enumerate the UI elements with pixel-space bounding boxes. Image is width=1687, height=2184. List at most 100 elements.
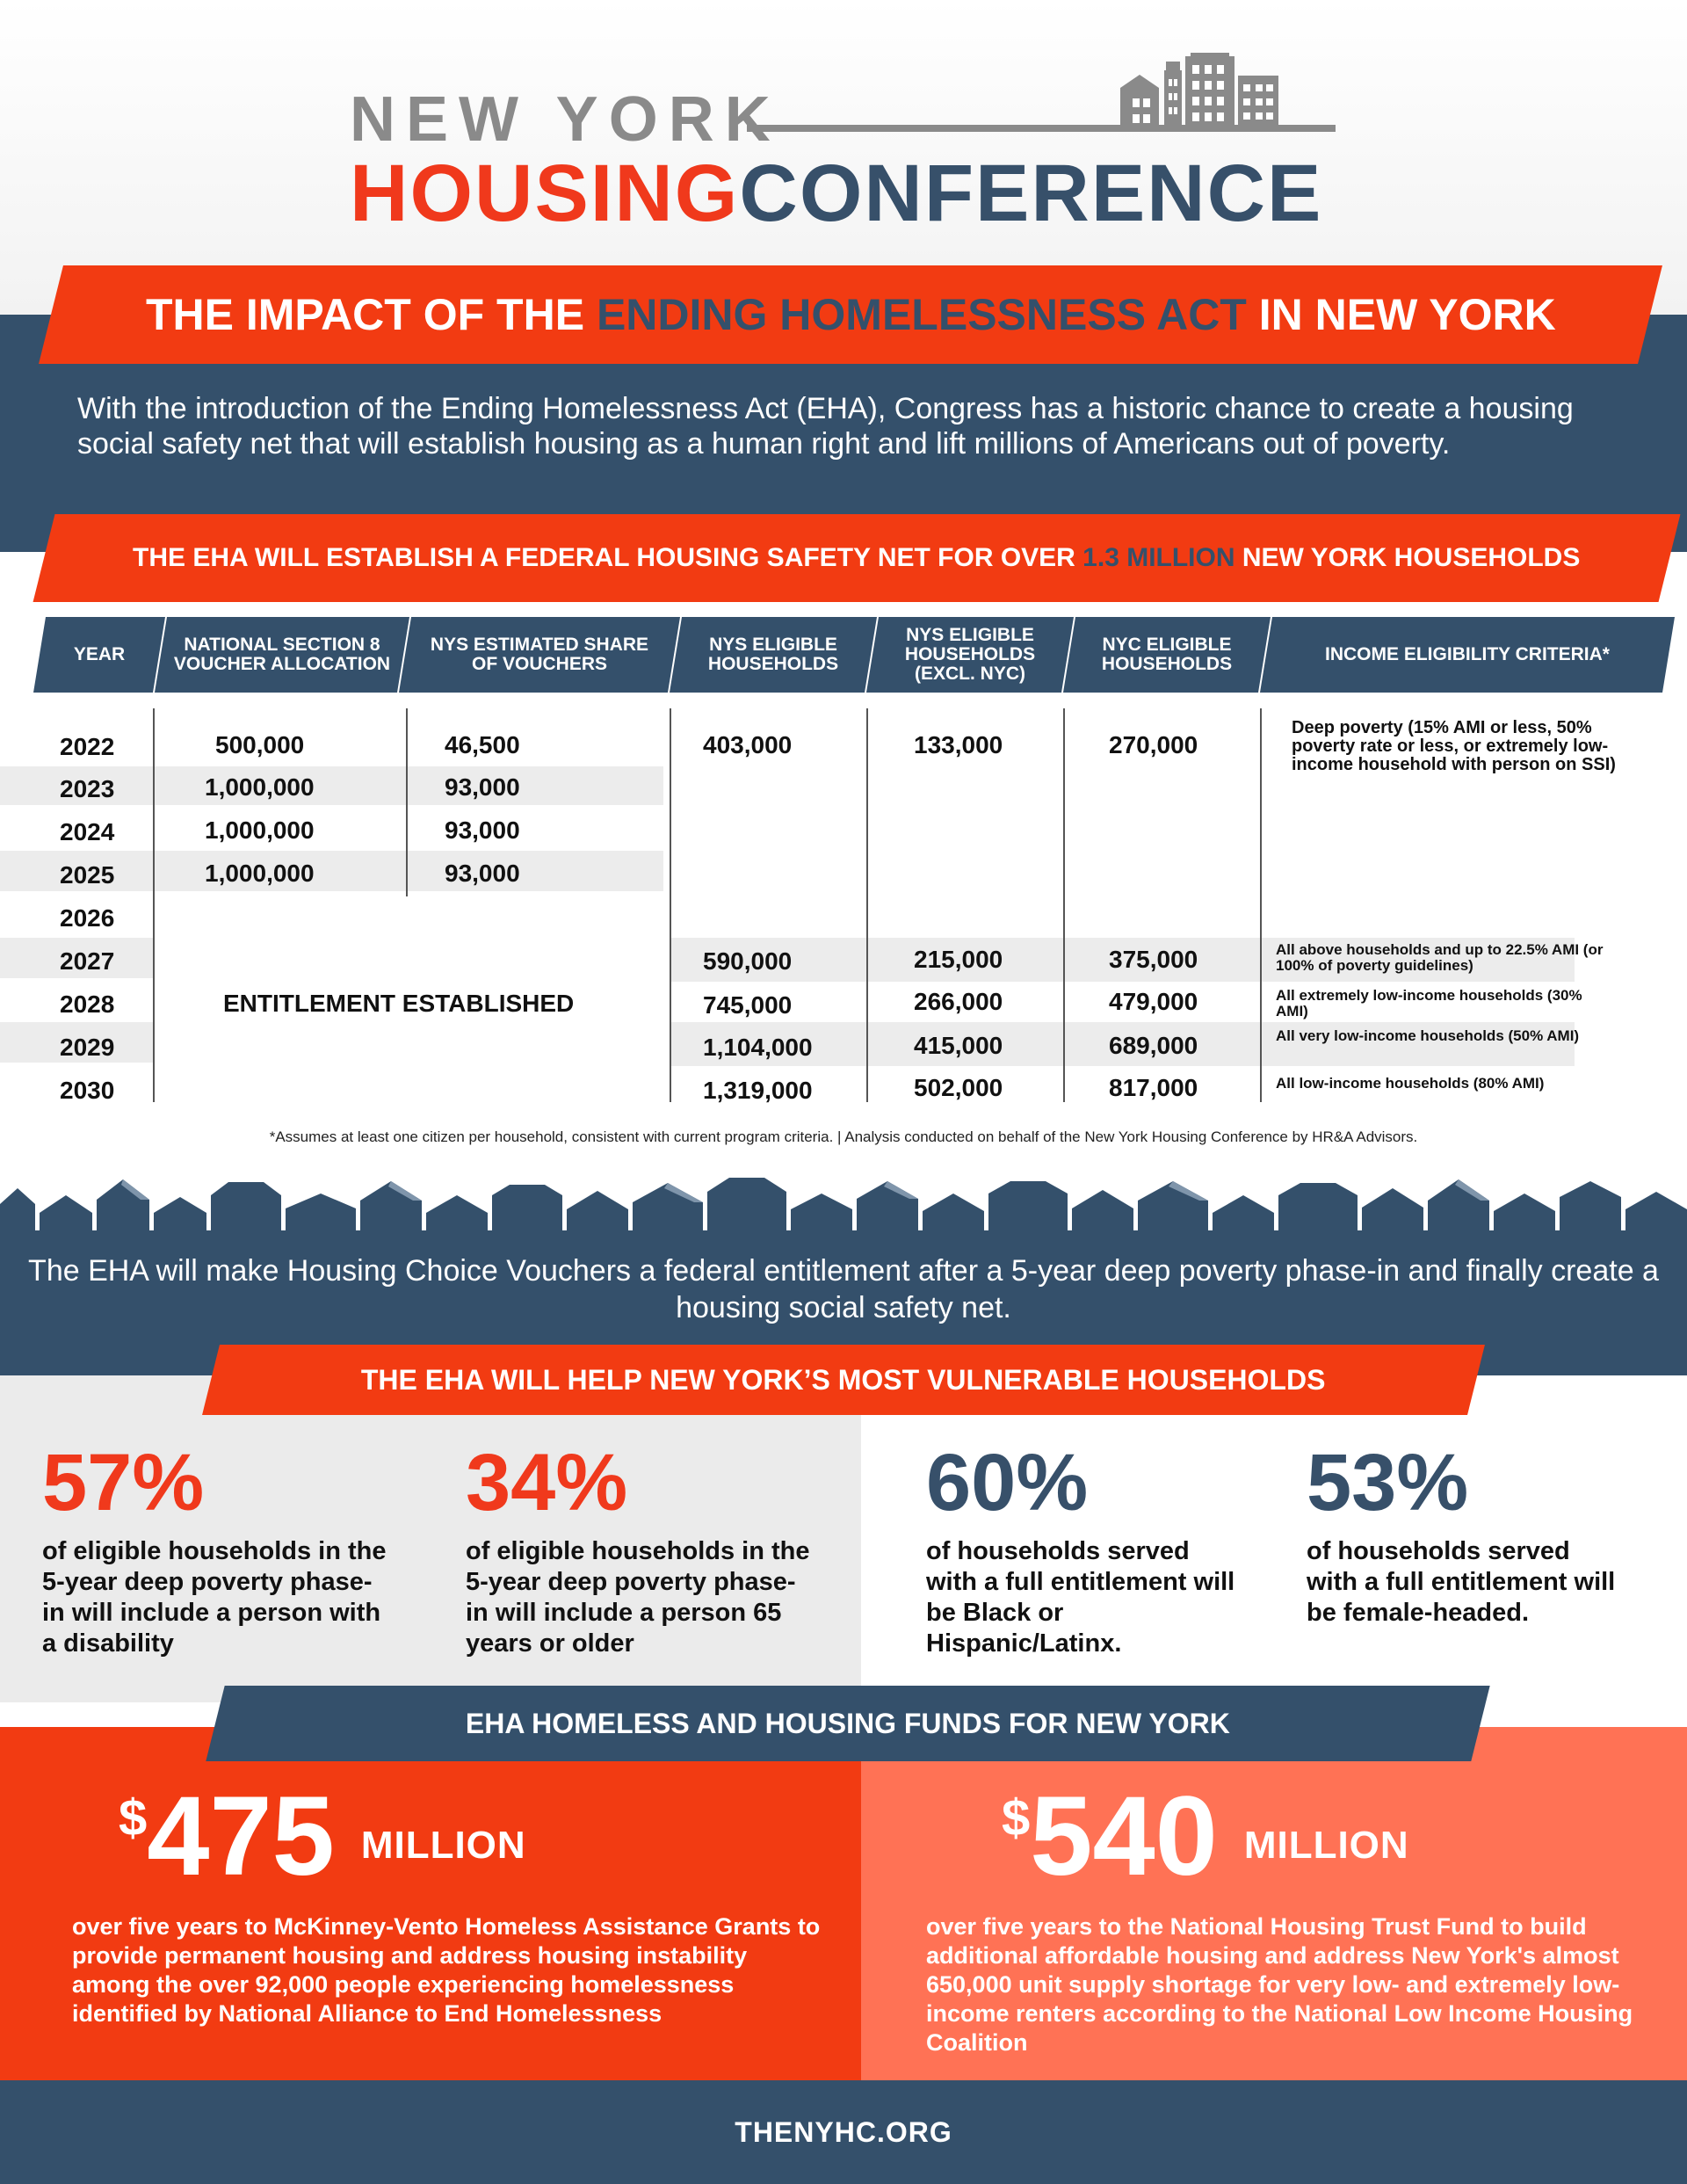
website-link[interactable]: THENYHC.ORG	[735, 2115, 952, 2148]
criteria-cell: All very low-income households (50% AMI)	[1276, 1027, 1580, 1044]
col-header-income-criteria: INCOME ELIGIBILITY CRITERIA*	[1260, 617, 1675, 693]
eha-statement: The EHA will make Housing Choice Voucher…	[28, 1254, 1659, 1324]
dollar-sign: $	[119, 1789, 148, 1847]
allocation-cell: 1,000,000	[205, 773, 315, 801]
stat-desc-race: of households served with a full entitle…	[926, 1537, 1235, 1658]
year-cell: 2025	[60, 861, 115, 889]
nyc-eligible-cell: 817,000	[1109, 1074, 1198, 1101]
share-cell: 93,000	[445, 860, 520, 887]
stat-value-female: 53%	[1307, 1438, 1469, 1527]
shade-2025-year	[0, 851, 154, 891]
nys-eligible-cell: 403,000	[703, 731, 793, 758]
criteria-cell: All extremely low-income households (30%…	[1276, 987, 1582, 1019]
nys-excl-cell: 415,000	[914, 1032, 1003, 1059]
stat-desc-female: of households served with a full entitle…	[1307, 1537, 1616, 1627]
subtitle-post: NEW YORK HOUSEHOLDS	[1234, 543, 1581, 572]
stat-value-seniors: 34%	[466, 1438, 628, 1527]
nys-excl-cell: 502,000	[914, 1074, 1003, 1101]
shade-2027-year	[0, 938, 154, 978]
stats-left-background	[0, 1375, 861, 1702]
logo-housing-conference: HOUSINGCONFERENCE	[350, 148, 1322, 240]
year-cell: 2029	[60, 1034, 115, 1061]
intro-text: With the introduction of the Ending Home…	[77, 392, 1574, 461]
title-post: IN NEW YORK	[1246, 290, 1556, 339]
nys-eligible-cell: 745,000	[703, 991, 793, 1019]
funds-left-panel	[0, 1727, 861, 2080]
amount-number: 540	[1030, 1774, 1218, 1899]
nys-eligible-cell: 1,319,000	[703, 1077, 813, 1104]
col-header-nys-share: NYS ESTIMATED SHARE OF VOUCHERS	[399, 617, 680, 693]
title-banner: THE IMPACT OF THE ENDING HOMELESSNESS AC…	[39, 265, 1662, 364]
stat-value-race: 60%	[926, 1438, 1089, 1527]
shade-2023-year	[0, 766, 154, 805]
shade-2025	[154, 851, 663, 891]
vulnerable-banner: THE EHA WILL HELP NEW YORK’S MOST VULNER…	[202, 1345, 1485, 1415]
stat-desc-disability: of eligible households in the 5-year dee…	[42, 1537, 387, 1658]
col-divider	[1063, 708, 1065, 1102]
criteria-cell: All low-income households (80% AMI)	[1276, 1075, 1545, 1092]
shade-2027	[670, 938, 1575, 982]
nys-excl-cell: 266,000	[914, 988, 1003, 1015]
nyc-eligible-cell: 479,000	[1109, 988, 1198, 1015]
nys-excl-cell: 215,000	[914, 946, 1003, 973]
col-header-nyc-eligible: NYC ELIGIBLE HOUSEHOLDS	[1063, 617, 1271, 693]
subtitle-pre: THE EHA WILL ESTABLISH A FEDERAL HOUSING…	[133, 543, 1083, 572]
col-divider	[866, 708, 868, 1102]
year-cell: 2023	[60, 775, 115, 802]
col-header-nys-excl-nyc: NYS ELIGIBLE HOUSEHOLDS (EXCL. NYC)	[866, 617, 1074, 693]
funds-banner: EHA HOMELESS AND HOUSING FUNDS FOR NEW Y…	[206, 1686, 1490, 1761]
stat-value-disability: 57%	[42, 1438, 205, 1527]
col-divider	[406, 708, 408, 896]
year-cell: 2028	[60, 990, 115, 1018]
fund-amount-homeless: $ 475 MILLION	[119, 1780, 526, 1894]
header-background	[0, 0, 1687, 316]
allocation-cell: 1,000,000	[205, 860, 315, 887]
logo-underline	[747, 125, 1336, 132]
funds-right-panel	[861, 1727, 1687, 2080]
criteria-cell: All above households and up to 22.5% AMI…	[1276, 941, 1604, 974]
fund-desc-trust: over five years to the National Housing …	[926, 1913, 1633, 2056]
dollar-sign: $	[1002, 1789, 1031, 1847]
page-title: THE IMPACT OF THE ENDING HOMELESSNESS AC…	[146, 289, 1556, 340]
nys-excl-cell: 133,000	[914, 731, 1003, 758]
entitlement-established: ENTITLEMENT ESTABLISHED	[223, 990, 575, 1017]
logo-conference: CONFERENCE	[739, 149, 1323, 238]
col-header-year: YEAR	[33, 617, 165, 693]
buildings-icon	[1120, 53, 1278, 132]
share-cell: 93,000	[445, 816, 520, 844]
col-divider	[670, 708, 671, 1102]
logo-housing: HOUSING	[350, 149, 740, 238]
shade-2023	[154, 766, 663, 805]
subtitle: THE EHA WILL ESTABLISH A FEDERAL HOUSING…	[133, 543, 1580, 573]
nys-eligible-cell: 590,000	[703, 947, 793, 975]
year-cell: 2024	[60, 818, 115, 845]
title-pre: THE IMPACT OF THE	[145, 290, 597, 339]
shade-2029-year	[0, 1022, 154, 1063]
shade-2029	[670, 1022, 1575, 1066]
nyc-eligible-cell: 270,000	[1109, 731, 1198, 758]
subtitle-banner: THE EHA WILL ESTABLISH A FEDERAL HOUSING…	[33, 514, 1681, 602]
houses-skyline	[0, 1178, 1687, 1235]
stat-desc-seniors: of eligible households in the 5-year dee…	[466, 1537, 810, 1658]
footer: THENYHC.ORG	[0, 2080, 1687, 2184]
allocation-cell: 1,000,000	[205, 816, 315, 844]
amount-unit: MILLION	[360, 1824, 526, 1867]
share-cell: 93,000	[445, 773, 520, 801]
title-highlight: ENDING HOMELESSNESS ACT	[596, 290, 1247, 339]
col-header-national-allocation: NATIONAL SECTION 8 VOUCHER ALLOCATION	[155, 617, 409, 693]
subtitle-highlight: 1.3 MILLION	[1082, 543, 1235, 572]
allocation-cell: 500,000	[215, 731, 305, 758]
year-cell: 2022	[60, 733, 115, 760]
amount-number: 475	[147, 1774, 335, 1899]
logo-new-york: NEW YORK	[350, 84, 781, 155]
fund-amount-trust: $ 540 MILLION	[1002, 1780, 1409, 1894]
nyc-eligible-cell: 375,000	[1109, 946, 1198, 973]
fund-desc-homeless: over five years to McKinney-Vento Homele…	[72, 1913, 821, 2027]
footnote: *Assumes at least one citizen per househ…	[269, 1128, 1418, 1145]
year-cell: 2030	[60, 1077, 115, 1104]
year-cell: 2026	[60, 904, 115, 932]
funds-heading: EHA HOMELESS AND HOUSING FUNDS FOR NEW Y…	[466, 1707, 1230, 1739]
col-divider	[1260, 708, 1262, 1102]
nyc-eligible-cell: 689,000	[1109, 1032, 1198, 1059]
col-divider	[153, 708, 155, 1102]
